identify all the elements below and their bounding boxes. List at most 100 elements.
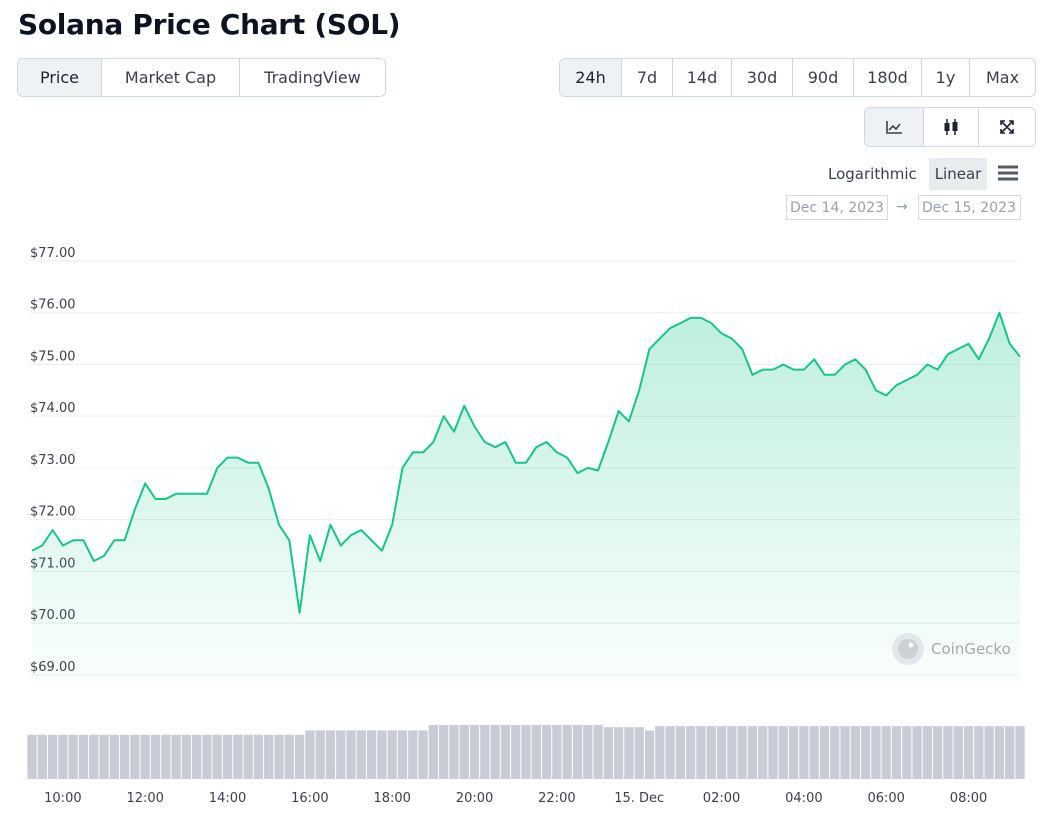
tab[interactable]: TradingView [239, 59, 385, 96]
volume-bar [150, 734, 161, 779]
line-chart-button[interactable] [865, 108, 923, 146]
period-button[interactable]: 14d [672, 59, 731, 96]
price-area [32, 312, 1020, 680]
period-button[interactable]: 1y [921, 59, 969, 96]
tab[interactable]: Price [18, 59, 101, 96]
volume-bar [788, 726, 799, 779]
volume-bar [963, 726, 974, 779]
volume-bar [706, 726, 716, 779]
volume-bar [696, 726, 706, 779]
volume-bar [315, 730, 325, 779]
volume-bar [480, 725, 490, 779]
date-from[interactable]: Dec 14, 2023 [786, 195, 888, 220]
volume-bar [871, 726, 881, 779]
volume-bar [130, 734, 140, 779]
volume-bar [624, 727, 634, 779]
page-title: Solana Price Chart (SOL) [18, 8, 401, 41]
volume-bar [58, 734, 68, 779]
volume-bar [469, 725, 480, 779]
volume-bar [665, 726, 675, 779]
volume-bar [68, 734, 78, 779]
volume-bar [387, 730, 397, 779]
volume-bar [490, 725, 500, 779]
volume-bar [89, 734, 99, 779]
volume-bar [119, 734, 130, 779]
period-button[interactable]: 7d [621, 59, 672, 96]
log-scale-option[interactable]: Logarithmic [828, 165, 917, 183]
volume-bar [346, 730, 356, 779]
tab[interactable]: Market Cap [101, 59, 239, 96]
period-selector: 24h 7d 14d 30d 90d 180d 1y Max [559, 58, 1036, 97]
volume-bar [418, 730, 428, 779]
x-tick-label: 22:00 [538, 791, 575, 806]
volume-bar [500, 725, 511, 779]
volume-bar [1005, 726, 1015, 779]
volume-bar [778, 726, 788, 779]
chart-tabs: Price Market Cap TradingView [17, 58, 386, 97]
volume-bar [449, 725, 459, 779]
fullscreen-button[interactable] [978, 108, 1035, 146]
volume-bar [356, 730, 366, 779]
volume-bar [768, 726, 778, 779]
volume-bar [243, 734, 253, 779]
volume-bar [922, 726, 933, 779]
y-tick-label: $72.00 [30, 505, 76, 520]
y-tick-label: $77.00 [30, 246, 76, 261]
volume-bar [109, 734, 119, 779]
volume-bar [274, 734, 284, 779]
y-tick-label: $73.00 [30, 453, 76, 468]
volume-bar [902, 726, 912, 779]
volume-bar [562, 725, 572, 779]
volume-bar [428, 725, 439, 779]
volume-bar [716, 726, 727, 779]
period-button[interactable]: 180d [853, 59, 921, 96]
candlestick-button[interactable] [923, 108, 978, 146]
volume-bar [984, 726, 994, 779]
volume-bar [758, 726, 768, 779]
volume-bar [799, 726, 809, 779]
volume-bar [840, 726, 850, 779]
menu-icon[interactable] [997, 164, 1019, 182]
volume-bar [336, 730, 346, 779]
volume-bar [325, 730, 336, 779]
date-separator: → [896, 199, 908, 215]
volume-bar [644, 730, 655, 779]
volume-bar [37, 734, 47, 779]
volume-bar [397, 730, 408, 779]
volume-bar [747, 726, 758, 779]
period-button[interactable]: 90d [792, 59, 853, 96]
period-button[interactable]: Max [969, 59, 1035, 96]
x-tick-label: 20:00 [456, 791, 493, 806]
y-tick-label: $76.00 [30, 298, 76, 313]
volume-bar [305, 730, 315, 779]
date-to[interactable]: Dec 15, 2023 [918, 195, 1021, 220]
linear-scale-option[interactable]: Linear [929, 158, 987, 190]
watermark: CoinGecko [891, 632, 1011, 666]
x-tick-label: 15. Dec [614, 791, 664, 806]
x-tick-label: 14:00 [209, 791, 246, 806]
volume-bar [408, 730, 418, 779]
x-tick-label: 08:00 [950, 791, 987, 806]
volume-bar [809, 726, 819, 779]
volume-bar [850, 726, 860, 779]
volume-bar [181, 734, 192, 779]
candle-icon [944, 119, 958, 135]
x-tick-label: 18:00 [373, 791, 410, 806]
volume-bar [603, 727, 613, 779]
volume-bar [583, 725, 593, 779]
period-button[interactable]: 30d [731, 59, 792, 96]
volume-bar [830, 726, 840, 779]
volume-bar [78, 734, 89, 779]
volume-bar [264, 734, 274, 779]
volume-bar [1015, 726, 1025, 779]
volume-bar [819, 726, 830, 779]
volume-bar [912, 726, 922, 779]
volume-bar [541, 725, 552, 779]
price-line [31, 311, 1021, 614]
volume-bar [140, 734, 150, 779]
volume-bar [686, 726, 696, 779]
volume-bar [675, 726, 686, 779]
period-button[interactable]: 24h [560, 59, 621, 96]
